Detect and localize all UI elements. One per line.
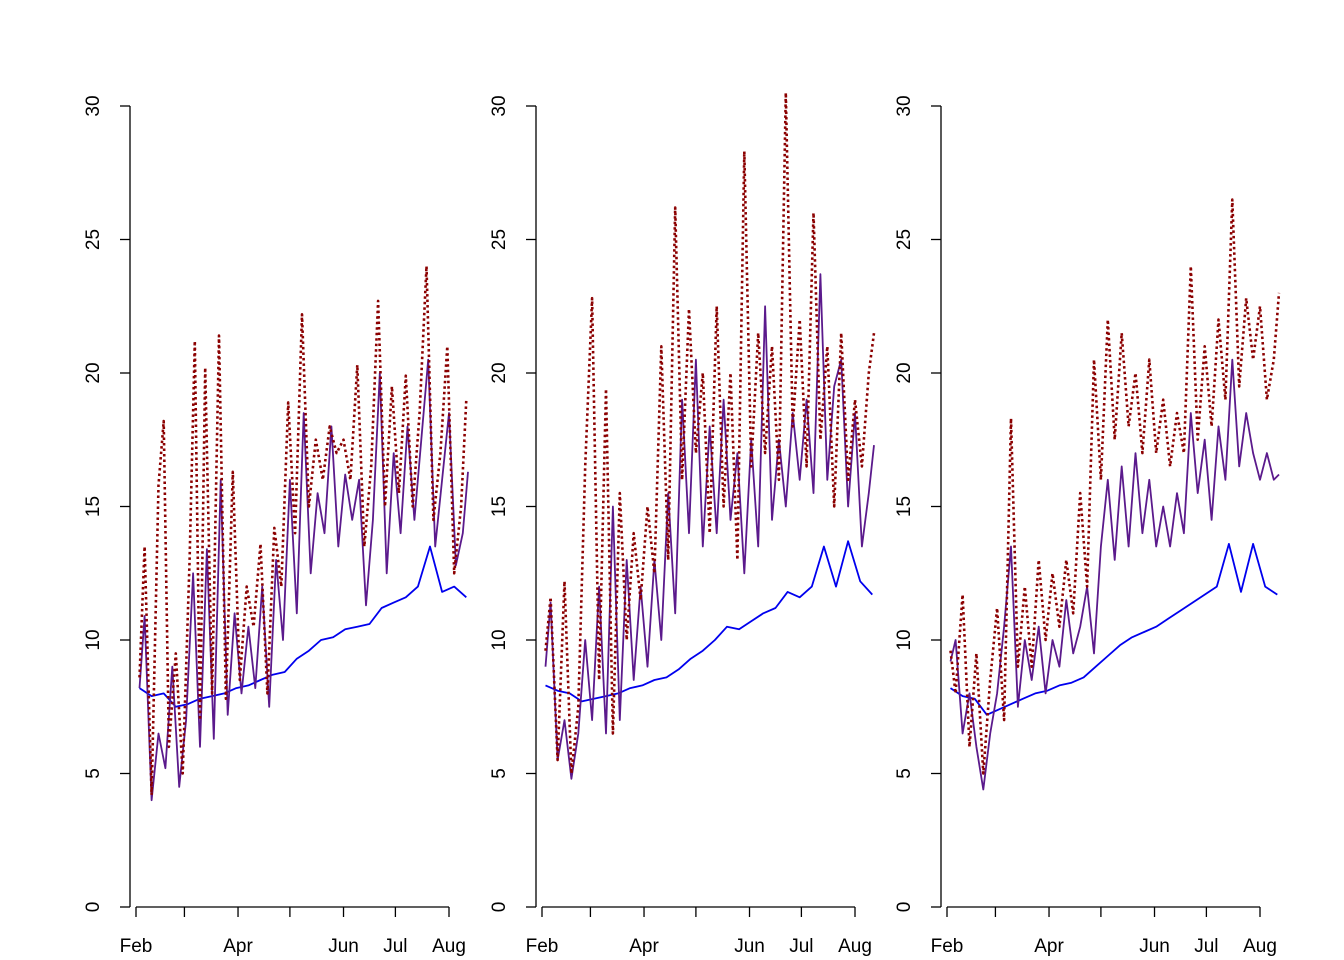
x-tick-label: Jul: [1194, 936, 1218, 957]
series-line-2: [949, 358, 1280, 791]
x-tick-label: Jun: [734, 936, 765, 957]
series-line-1: [139, 545, 467, 708]
y-tick-label: 5: [894, 768, 915, 779]
x-tick-label: Jul: [383, 936, 407, 957]
x-tick-label: Aug: [432, 936, 466, 957]
y-tick-label: 25: [83, 229, 104, 250]
y-tick-label: 10: [894, 629, 915, 650]
y-tick-label: 0: [894, 902, 915, 913]
y-tick-label: 25: [894, 229, 915, 250]
y-tick-label: 30: [489, 95, 510, 116]
x-tick-label: Apr: [223, 936, 253, 957]
y-tick-label: 25: [489, 229, 510, 250]
series-line-1: [950, 543, 1278, 716]
x-tick-label: Feb: [526, 936, 559, 957]
y-tick-label: 10: [489, 629, 510, 650]
chart-panel-2: 0 5 10 15 20 25 30 Feb Apr Jun Jul Aug: [489, 91, 876, 957]
y-tick-label: 20: [894, 362, 915, 383]
x-tick-label: Feb: [120, 936, 153, 957]
series-line-3: [138, 264, 468, 797]
y-tick-label: 15: [83, 496, 104, 517]
series-line-3: [949, 198, 1281, 775]
y-tick-label: 30: [894, 95, 915, 116]
x-tick-label: Jul: [789, 936, 813, 957]
y-tick-label: 20: [83, 362, 104, 383]
series-line-1: [545, 540, 873, 703]
series-line-2: [138, 358, 469, 802]
chart-panel-1: 0 5 10 15 20 25 30 Feb Apr Jun Jul Aug: [83, 95, 469, 957]
x-tick-label: Jun: [1139, 936, 1170, 957]
y-tick-label: 15: [489, 496, 510, 517]
y-tick-label: 30: [83, 95, 104, 116]
x-tick-label: Apr: [1034, 936, 1064, 957]
y-tick-label: 0: [83, 902, 104, 913]
x-tick-label: Aug: [838, 936, 872, 957]
series-line-2: [544, 273, 875, 780]
x-tick-label: Feb: [931, 936, 964, 957]
y-tick-label: 15: [894, 496, 915, 517]
x-tick-label: Jun: [328, 936, 359, 957]
x-tick-label: Apr: [629, 936, 659, 957]
y-tick-label: 5: [489, 768, 510, 779]
y-tick-label: 20: [489, 362, 510, 383]
y-tick-label: 0: [489, 902, 510, 913]
chart-panel-3: 0 5 10 15 20 25 30 Feb Apr Jun Jul Aug: [894, 95, 1281, 957]
y-tick-label: 10: [83, 629, 104, 650]
chart-panels: 0 5 10 15 20 25 30 Feb Apr Jun Jul Aug 0 5 10 15 20 25 30 F…: [83, 91, 1281, 957]
x-tick-label: Aug: [1243, 936, 1277, 957]
y-tick-label: 5: [83, 768, 104, 779]
